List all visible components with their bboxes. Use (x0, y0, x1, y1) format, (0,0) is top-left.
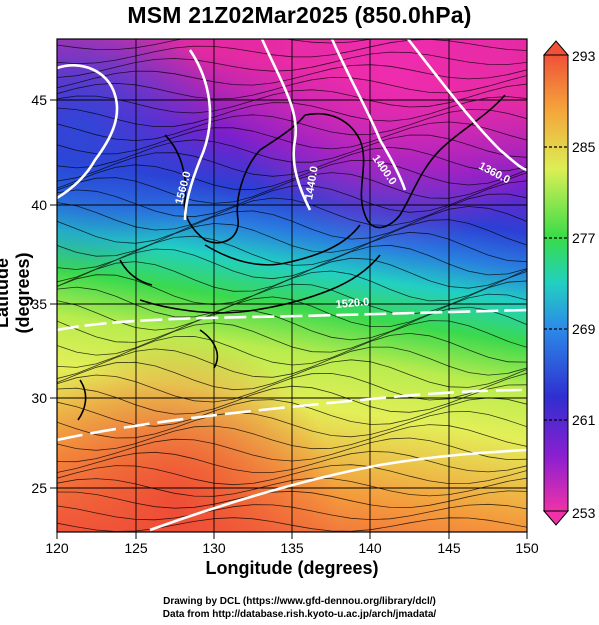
x-tick-label: 145 (437, 540, 461, 556)
coastlines (77, 94, 506, 421)
axis-ticks (50, 99, 528, 539)
map-plot-area: 1560.0 1440.0 1400.0 1360.0 1520.0 (57, 39, 527, 532)
colorbar-label-277: 277 (572, 230, 596, 246)
graticule (57, 39, 527, 532)
colorbar-label-269: 269 (572, 321, 596, 337)
x-tick-label: 150 (515, 540, 539, 556)
colorbar-top-arrow (542, 40, 570, 56)
x-tick-label: 135 (280, 540, 304, 556)
contour-label-2: 1440.0 (303, 165, 321, 200)
height-contours (57, 39, 527, 532)
x-tick-labels: 120 125 130 135 140 145 150 (45, 540, 539, 556)
y-tick-label: 30 (31, 390, 47, 406)
credit-data-source: Data from http://database.rish.kyoto-u.a… (162, 609, 437, 620)
y-tick-label: 35 (31, 296, 47, 312)
x-tick-label: 120 (45, 540, 69, 556)
x-tick-label: 125 (124, 540, 148, 556)
colorbar-label-285: 285 (572, 139, 596, 155)
y-tick-label: 45 (31, 92, 47, 108)
colorbar-bottom-arrow (542, 510, 570, 526)
x-tick-label: 140 (358, 540, 382, 556)
y-tick-labels: 25 30 35 40 45 (31, 92, 47, 496)
x-tick-label: 130 (202, 540, 226, 556)
colorbar-label-253: 253 (572, 505, 596, 521)
y-tick-label: 25 (31, 480, 47, 496)
contour-label-5: 1520.0 (335, 296, 370, 311)
credit-drawing: Drawing by DCL (https://www.gfd-dennou.o… (163, 596, 436, 607)
y-axis-label: Latitude (degrees) (0, 252, 33, 334)
y-tick-label: 40 (31, 197, 47, 213)
map-title: MSM 21Z02Mar2025 (850.0hPa) (127, 2, 472, 28)
colorbar-scale (543, 54, 569, 512)
colorbar-label-261: 261 (572, 412, 596, 428)
x-axis-label: Longitude (degrees) (205, 558, 379, 578)
colorbar: 293 285 277 269 261 253 (542, 40, 596, 526)
colorbar-label-293: 293 (572, 48, 596, 64)
